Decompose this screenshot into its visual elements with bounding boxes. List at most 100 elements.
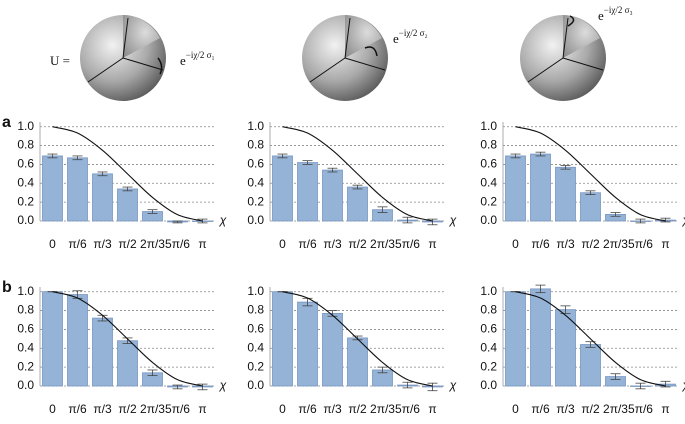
x-tick-label: 2π/3 — [140, 402, 165, 416]
bar — [67, 157, 88, 222]
y-tick-label: 0.6 — [247, 322, 264, 336]
bar — [92, 317, 113, 387]
x-tick-label: 0 — [279, 237, 286, 251]
bar — [505, 291, 526, 387]
fit-curve — [515, 291, 666, 387]
y-tick-label: 1.0 — [247, 284, 264, 298]
bar — [92, 173, 113, 222]
x-axis-label: χ — [219, 378, 227, 392]
y-tick-label: 0.0 — [17, 378, 34, 392]
y-tick-label: 0.2 — [17, 359, 34, 373]
operator-exponent: −iχ/2 σ₃ — [604, 5, 633, 15]
bar — [42, 291, 63, 387]
u-label: U = — [50, 53, 70, 68]
y-tick-label: 1.0 — [17, 284, 34, 298]
y-tick-label: 0.6 — [17, 157, 34, 171]
y-tick-label: 0.6 — [247, 157, 264, 171]
y-tick-label: 0.2 — [17, 194, 34, 208]
x-tick-label: π/3 — [323, 237, 342, 251]
panel-label: b — [2, 279, 12, 296]
x-axis-label: χ — [449, 378, 457, 392]
operator-exponent: −iχ/2 σ₁ — [186, 50, 215, 60]
fit-curve — [515, 126, 666, 222]
x-tick-label: π/6 — [298, 402, 317, 416]
x-tick-label: π/6 — [531, 237, 550, 251]
x-tick-label: π/3 — [556, 402, 575, 416]
y-tick-label: 0.4 — [480, 175, 497, 189]
bar — [505, 155, 526, 222]
x-tick-label: π — [661, 402, 669, 416]
y-tick-label: 0.8 — [480, 138, 497, 152]
bar — [117, 340, 138, 387]
x-axis-label: χ — [682, 378, 685, 392]
x-tick-label: π/3 — [93, 237, 112, 251]
bar — [555, 166, 576, 222]
y-tick-label: 0.8 — [247, 138, 264, 152]
y-tick-label: 0.8 — [247, 303, 264, 317]
panel-label: a — [2, 114, 11, 131]
x-tick-label: 0 — [279, 402, 286, 416]
y-tick-label: 0.4 — [247, 340, 264, 354]
sphere-2 — [302, 15, 388, 101]
x-tick-label: 2π/3 — [603, 237, 628, 251]
x-tick-label: π/2 — [348, 402, 367, 416]
x-tick-label: 5π/6 — [628, 402, 653, 416]
sphere-1 — [80, 15, 166, 101]
x-tick-label: 0 — [512, 237, 519, 251]
y-tick-label: 1.0 — [480, 119, 497, 133]
x-tick-label: 2π/3 — [370, 237, 395, 251]
y-tick-label: 0.6 — [17, 322, 34, 336]
x-tick-label: π/2 — [348, 237, 367, 251]
x-tick-label: π/6 — [68, 237, 87, 251]
x-tick-label: π/2 — [118, 402, 137, 416]
x-tick-label: π — [198, 402, 206, 416]
x-tick-label: 0 — [512, 402, 519, 416]
y-tick-label: 0.0 — [480, 213, 497, 227]
y-tick-label: 0.4 — [247, 175, 264, 189]
y-tick-label: 0.2 — [247, 194, 264, 208]
x-tick-label: 5π/6 — [628, 237, 653, 251]
x-tick-label: 5π/6 — [165, 237, 190, 251]
x-tick-label: 0 — [49, 237, 56, 251]
fit-curve — [282, 126, 433, 222]
y-tick-label: 0.2 — [480, 359, 497, 373]
y-tick-label: 0.0 — [480, 378, 497, 392]
bar — [322, 169, 343, 222]
y-tick-label: 0.6 — [480, 157, 497, 171]
x-tick-label: 5π/6 — [395, 237, 420, 251]
y-tick-label: 0.4 — [17, 340, 34, 354]
y-tick-label: 0.6 — [480, 322, 497, 336]
operator-base: e — [598, 8, 604, 23]
x-tick-label: π — [428, 402, 436, 416]
y-tick-label: 0.2 — [480, 194, 497, 208]
x-tick-label: 5π/6 — [165, 402, 190, 416]
x-tick-label: 2π/3 — [140, 237, 165, 251]
bar — [580, 344, 601, 387]
sphere-3 — [520, 15, 606, 101]
x-tick-label: π/3 — [556, 237, 575, 251]
bar — [347, 186, 368, 222]
operator-exponent: −iχ/2 σ₂ — [399, 28, 428, 38]
y-tick-label: 0.4 — [17, 175, 34, 189]
operator: e−iχ/2 σ₃ — [598, 5, 633, 23]
y-tick-label: 0.0 — [247, 378, 264, 392]
y-tick-label: 1.0 — [247, 119, 264, 133]
bar — [530, 153, 551, 222]
x-tick-label: 5π/6 — [395, 402, 420, 416]
bar — [580, 192, 601, 222]
y-tick-label: 0.8 — [17, 138, 34, 152]
x-tick-label: π/3 — [93, 402, 112, 416]
y-tick-label: 0.8 — [480, 303, 497, 317]
x-axis-label: χ — [682, 213, 685, 227]
operator-base: e — [393, 31, 399, 46]
x-tick-label: π/3 — [323, 402, 342, 416]
operator: e−iχ/2 σ₁ — [180, 50, 215, 68]
y-tick-label: 0.0 — [247, 213, 264, 227]
operator: e−iχ/2 σ₂ — [393, 28, 428, 46]
x-tick-label: π — [428, 237, 436, 251]
bar — [272, 155, 293, 222]
y-tick-label: 0.4 — [480, 340, 497, 354]
x-tick-label: π/2 — [581, 237, 600, 251]
bar — [42, 155, 63, 222]
